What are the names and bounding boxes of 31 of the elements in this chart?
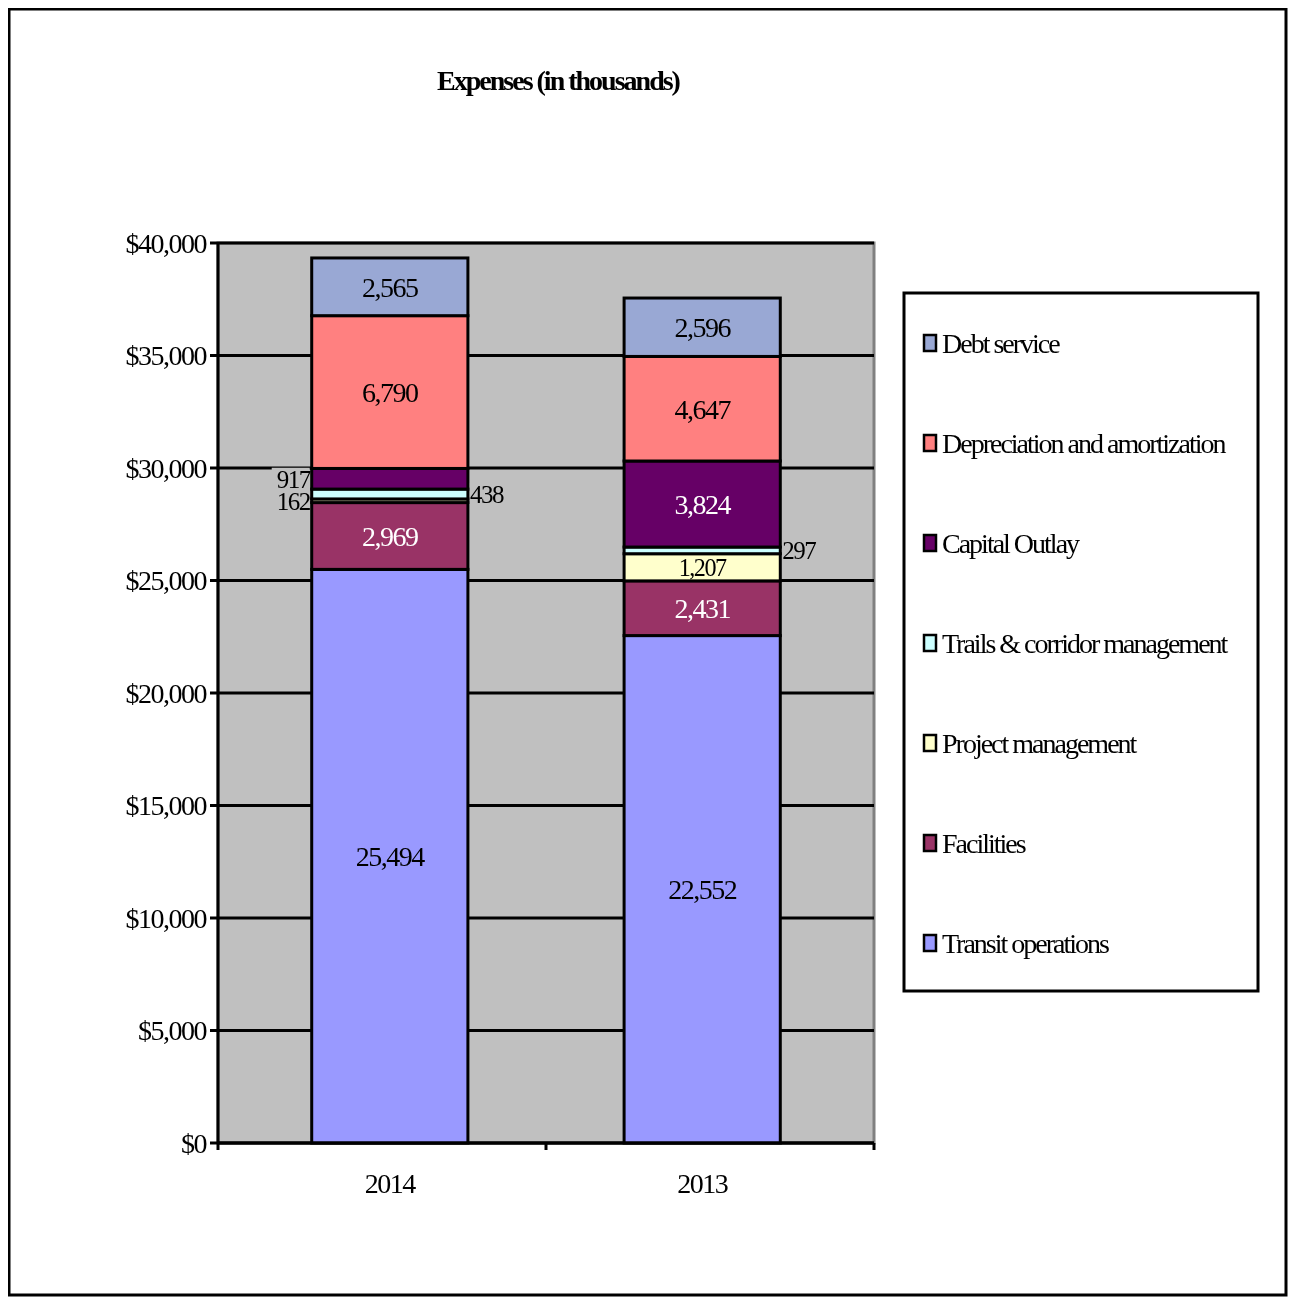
legend-label: Depreciation and amortization — [942, 427, 1227, 459]
y-tick-label: $5,000 — [138, 1015, 207, 1047]
y-tick-label: $25,000 — [125, 565, 207, 597]
data-label: 438 — [469, 480, 504, 508]
chart-title: Expenses (in thousands) — [437, 64, 681, 96]
y-tick-label: $0 — [181, 1127, 207, 1159]
x-tick-label: 2014 — [364, 1167, 417, 1199]
legend-label: Project management — [942, 727, 1138, 759]
legend-label: Debt service — [942, 327, 1061, 359]
data-label: 22,552 — [668, 874, 737, 906]
legend-label: Capital Outlay — [942, 527, 1081, 559]
y-tick-label: $40,000 — [125, 227, 207, 259]
data-label: 2,969 — [362, 520, 419, 552]
y-tick-label: $30,000 — [125, 452, 207, 484]
y-tick-label: $10,000 — [125, 902, 207, 934]
data-label: 6,790 — [362, 376, 419, 408]
data-label: 2,431 — [674, 593, 731, 625]
data-label: 1,207 — [678, 553, 728, 581]
legend-label: Facilities — [942, 827, 1026, 859]
y-tick-label: $15,000 — [125, 790, 207, 822]
data-label: 25,494 — [355, 840, 426, 872]
y-tick-label: $35,000 — [125, 340, 207, 372]
y-tick-label: $20,000 — [125, 677, 207, 709]
legend-label: Trails & corridor management — [942, 627, 1229, 659]
data-label: 2,596 — [674, 312, 732, 344]
data-label: 297 — [782, 537, 817, 565]
data-label: 2,565 — [362, 271, 419, 303]
data-label: 3,824 — [674, 488, 732, 520]
x-tick-label: 2013 — [677, 1167, 728, 1199]
legend-label: Transit operations — [942, 927, 1110, 959]
data-label: 4,647 — [674, 393, 732, 425]
